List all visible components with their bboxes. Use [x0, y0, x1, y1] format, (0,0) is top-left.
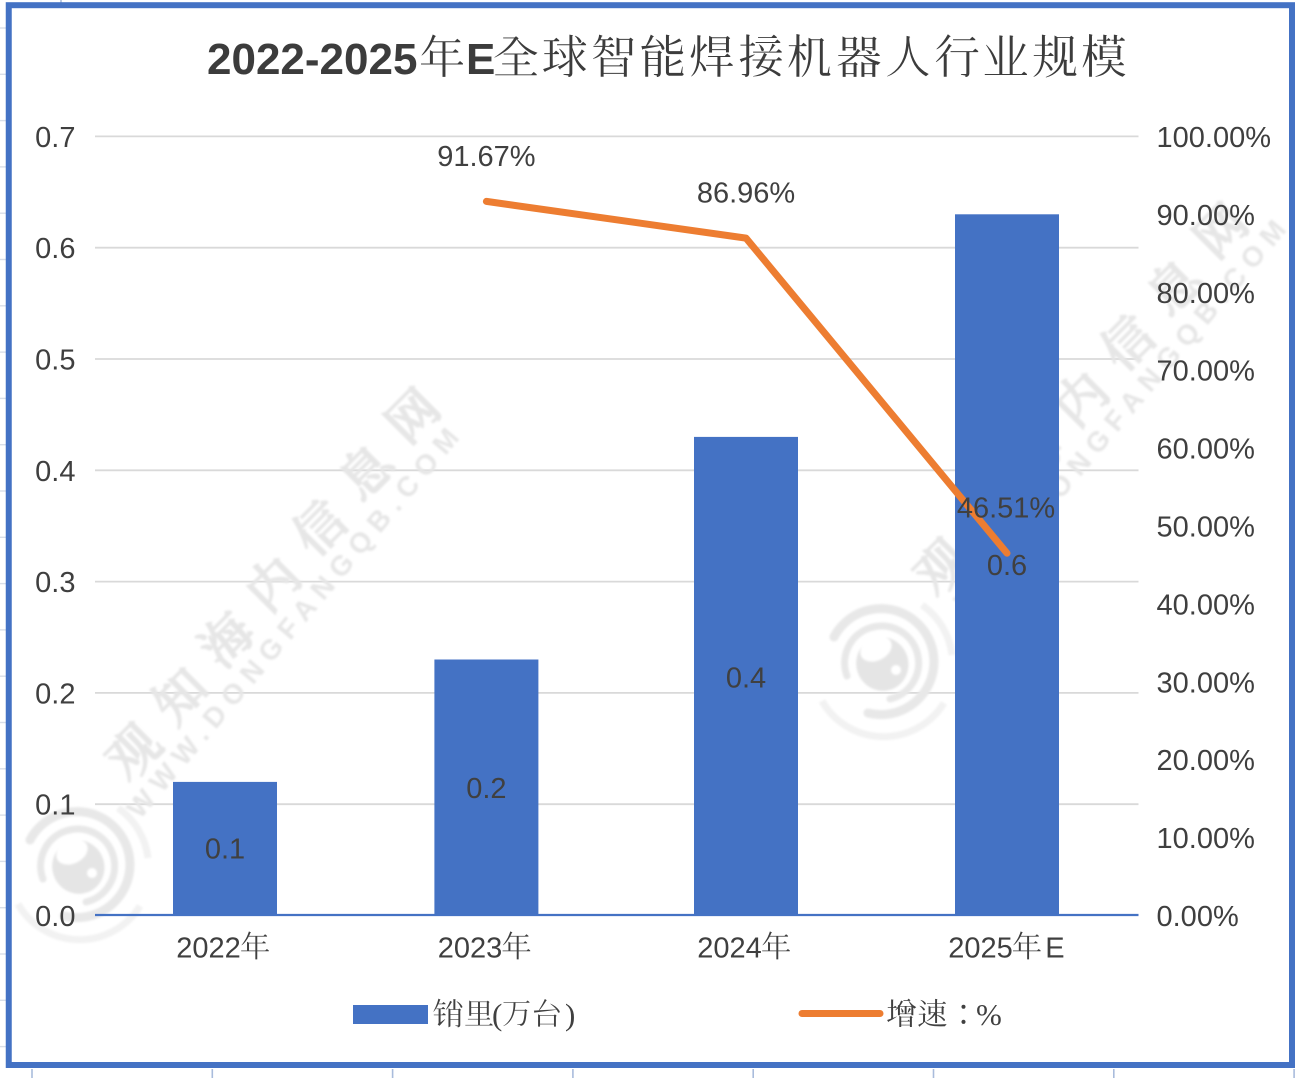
svg-text:70.00%: 70.00%	[1157, 356, 1255, 388]
svg-text:2025: 2025	[948, 933, 1013, 965]
svg-text:86.96%: 86.96%	[697, 178, 795, 210]
svg-text:%: %	[976, 997, 1002, 1032]
svg-text:40.00%: 40.00%	[1157, 589, 1255, 621]
svg-text:2022-2025: 2022-2025	[207, 35, 417, 84]
svg-text:0.6: 0.6	[987, 550, 1027, 582]
svg-text:0.6: 0.6	[35, 233, 75, 265]
svg-text:0.2: 0.2	[466, 773, 506, 805]
svg-text:2022: 2022	[176, 933, 241, 965]
svg-text:90.00%: 90.00%	[1157, 200, 1255, 232]
svg-text:0.1: 0.1	[205, 834, 245, 866]
svg-text:0.7: 0.7	[35, 122, 75, 154]
svg-text:20.00%: 20.00%	[1157, 745, 1255, 777]
svg-text:50.00%: 50.00%	[1157, 512, 1255, 544]
svg-text:0.1: 0.1	[35, 790, 75, 822]
svg-text:0.4: 0.4	[35, 456, 75, 488]
svg-text:91.67%: 91.67%	[437, 141, 535, 173]
svg-text:2024: 2024	[697, 933, 762, 965]
svg-text:30.00%: 30.00%	[1157, 667, 1255, 699]
svg-text:0.3: 0.3	[35, 567, 75, 599]
svg-text:80.00%: 80.00%	[1157, 278, 1255, 310]
svg-text:(: (	[492, 997, 502, 1032]
svg-text:46.51%: 46.51%	[957, 493, 1055, 525]
svg-text:0.4: 0.4	[726, 663, 766, 695]
svg-text:2023: 2023	[438, 933, 503, 965]
svg-text:0.00%: 0.00%	[1157, 901, 1239, 933]
svg-text:0.5: 0.5	[35, 345, 75, 377]
svg-text:100.00%: 100.00%	[1157, 122, 1272, 154]
svg-text:0.2: 0.2	[35, 678, 75, 710]
svg-text:60.00%: 60.00%	[1157, 434, 1255, 466]
svg-text:E: E	[1045, 933, 1064, 965]
svg-text:): )	[565, 997, 575, 1032]
svg-text:E: E	[466, 35, 495, 84]
svg-text:10.00%: 10.00%	[1157, 823, 1255, 855]
svg-text:0.0: 0.0	[35, 901, 75, 933]
